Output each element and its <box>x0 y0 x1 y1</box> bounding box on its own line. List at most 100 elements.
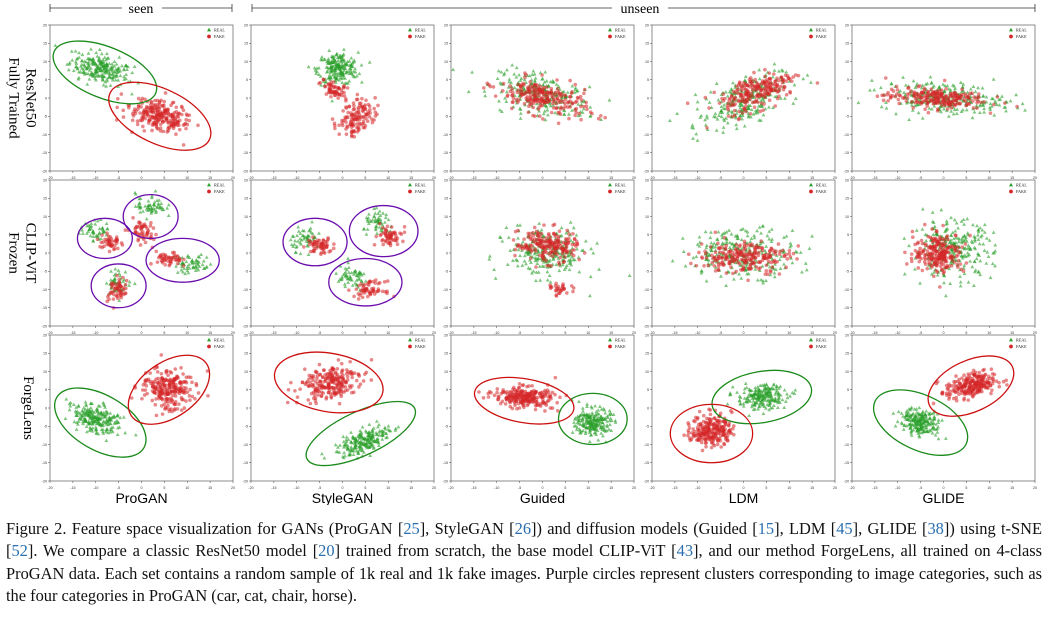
fake-point <box>565 291 569 295</box>
real-point <box>566 253 571 257</box>
fake-point <box>107 238 112 243</box>
real-point <box>538 278 543 282</box>
fake-point <box>402 224 407 229</box>
fake-point <box>551 242 555 247</box>
real-point <box>518 106 522 110</box>
real-point <box>89 66 93 70</box>
real-point <box>589 246 593 251</box>
fake-point <box>888 93 893 98</box>
fake-point <box>376 103 380 108</box>
fake-point <box>549 250 554 255</box>
real-point <box>152 202 156 207</box>
fake-point <box>353 117 357 122</box>
y-tick-label: 20 <box>845 178 849 182</box>
real-point <box>975 233 980 237</box>
real-point <box>759 277 763 282</box>
real-point <box>341 52 346 56</box>
real-point <box>347 69 351 73</box>
real-point <box>208 262 213 266</box>
y-tick-label: 20 <box>43 178 47 182</box>
fake-point <box>949 94 953 98</box>
x-tick-label: 0 <box>141 331 143 335</box>
real-point <box>104 57 109 62</box>
fake-point <box>348 119 353 124</box>
real-point <box>724 283 728 288</box>
fake-point <box>330 117 335 121</box>
fake-point <box>788 255 793 259</box>
real-point <box>695 100 700 104</box>
real-point <box>920 207 925 211</box>
fake-point <box>571 289 575 294</box>
real-point <box>758 241 763 246</box>
fake-point <box>976 99 981 104</box>
x-tick-label: 5 <box>163 176 165 180</box>
fake-point <box>563 255 567 259</box>
legend-fake-label: FAKE <box>214 34 225 39</box>
fake-point <box>741 258 745 262</box>
real-point <box>116 268 121 272</box>
fake-point <box>378 233 383 238</box>
real-point <box>703 229 708 234</box>
real-point <box>981 242 986 246</box>
points <box>288 205 407 301</box>
real-point <box>346 280 351 284</box>
real-point <box>997 97 1001 102</box>
real-point <box>993 99 998 103</box>
row-label-line: ResNet50 <box>23 68 39 127</box>
real-point <box>715 117 720 121</box>
fake-point <box>558 98 563 103</box>
real-point <box>379 228 383 232</box>
fake-point <box>553 90 558 95</box>
y-tick-label: 15 <box>43 42 47 46</box>
fake-point <box>135 122 140 127</box>
real-point <box>89 221 94 226</box>
real-point <box>340 80 345 85</box>
fake-point <box>753 77 758 82</box>
fake-point <box>941 237 945 241</box>
fake-point <box>944 94 949 98</box>
real-point <box>510 63 515 67</box>
real-point <box>201 259 206 263</box>
fake-point <box>584 100 588 105</box>
real-point <box>483 93 488 98</box>
real-point <box>724 239 729 244</box>
fake-point <box>728 252 733 257</box>
real-point <box>741 226 745 231</box>
real-point <box>947 266 952 271</box>
fake-point <box>925 97 930 101</box>
fake-point <box>783 73 788 78</box>
fake-point <box>160 120 165 124</box>
real-point <box>338 71 343 75</box>
y-tick-label: -5 <box>245 270 248 274</box>
real-point <box>335 55 340 60</box>
fake-point <box>538 253 542 258</box>
real-point <box>151 206 156 210</box>
y-tick-label: 0 <box>45 251 47 255</box>
y-tick-label: 15 <box>43 197 47 201</box>
real-point <box>982 230 987 234</box>
fake-point <box>356 297 361 301</box>
fake-point <box>738 243 743 247</box>
fake-point <box>545 250 549 255</box>
x-tick-label: -20 <box>649 176 654 180</box>
real-point <box>534 278 538 283</box>
fake-point <box>815 81 820 85</box>
fake-point <box>689 261 693 266</box>
y-tick-label: 0 <box>446 96 448 100</box>
fake-point <box>385 224 390 229</box>
y-tick-label: -15 <box>844 306 849 310</box>
real-point <box>97 47 102 51</box>
fake-point <box>919 238 924 243</box>
real-point <box>105 226 110 231</box>
real-point <box>185 255 190 259</box>
fake-point <box>952 260 957 264</box>
y-tick-label: -20 <box>42 324 47 328</box>
real-point <box>704 245 709 250</box>
real-point <box>952 251 957 256</box>
fake-point <box>373 96 377 100</box>
y-tick-label: 10 <box>845 215 849 219</box>
real-point <box>974 256 979 261</box>
fake-point <box>523 75 527 80</box>
fake-point <box>516 100 520 104</box>
